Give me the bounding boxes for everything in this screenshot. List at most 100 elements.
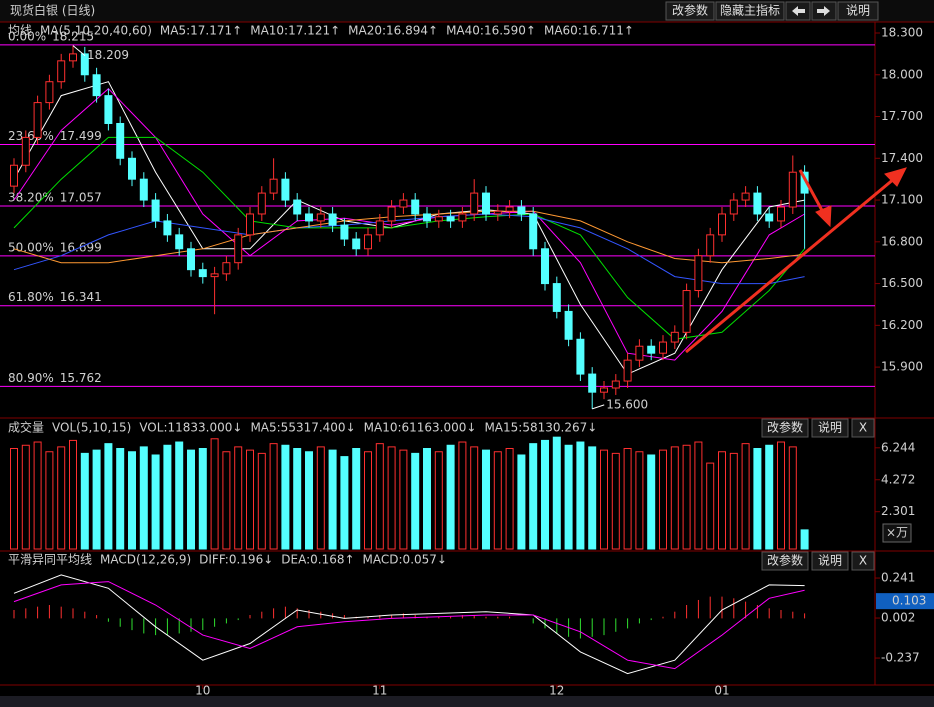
button-label: 说明 [818, 553, 842, 568]
volume-bar [328, 449, 337, 550]
fib-percent: 23.60% [8, 129, 54, 143]
candle-body [340, 224, 349, 240]
button-label: 说明 [818, 420, 842, 435]
panel-button[interactable]: 说明 [811, 418, 849, 438]
candle-body [493, 210, 502, 215]
volume-bar [293, 448, 302, 550]
candle-body [163, 220, 172, 236]
candle-body [234, 234, 243, 264]
legend-text: MA20:16.894↑ [348, 24, 438, 38]
next-button[interactable] [811, 1, 837, 21]
volume-bar [434, 451, 443, 550]
candle-body [529, 213, 538, 250]
candle-body [281, 178, 290, 201]
volume-bar [564, 444, 573, 550]
volume-bar [399, 449, 408, 550]
annotation-label: 15.600 [606, 397, 648, 411]
legend-text: MA5:55317.400↓ [250, 421, 355, 435]
candle-body [588, 373, 597, 393]
volume-bar [92, 449, 101, 550]
volume-bar [765, 444, 774, 550]
candle-body [387, 206, 396, 222]
unit-label: ×万 [886, 526, 908, 540]
panel-button[interactable]: X [851, 551, 875, 571]
legend-text: VOL:11833.000↓ [139, 421, 242, 435]
x-tick-label: 12 [549, 684, 564, 698]
macd-line [13, 581, 805, 670]
candle-body [116, 122, 125, 159]
candle-body [694, 255, 703, 292]
fib-value: 17.499 [60, 129, 102, 143]
candle-body [718, 213, 726, 236]
volume-bar [611, 452, 620, 550]
volume-bar [788, 446, 797, 550]
legend-text: 成交量 [8, 420, 44, 435]
candle-body [741, 192, 750, 201]
candle-body [305, 213, 313, 222]
volume-bar [635, 451, 644, 550]
panel-button[interactable]: 改参数 [761, 418, 809, 438]
fib-percent: 50.00% [8, 240, 54, 254]
help-button[interactable]: 说明 [837, 1, 879, 21]
volume-bar [623, 448, 632, 550]
candle-body [470, 192, 479, 215]
button-label: 说明 [846, 3, 870, 18]
volume-bar [541, 439, 549, 550]
prev-button[interactable] [785, 1, 811, 21]
candle-body [104, 95, 113, 124]
candle-body [269, 178, 278, 194]
annotation-leader [72, 45, 86, 57]
button-label: 隐藏主指标 [720, 3, 780, 18]
volume-bar [80, 452, 89, 550]
y-tick-label: 0.241 [881, 571, 915, 585]
candle-body [505, 206, 514, 212]
candle-body [482, 192, 490, 215]
volume-bar [139, 446, 148, 550]
candle-body [788, 171, 797, 208]
volume-bar [729, 452, 738, 550]
volume-bar [45, 451, 54, 550]
fib-percent: 38.20% [8, 191, 54, 205]
panel-button[interactable]: 说明 [811, 551, 849, 571]
annotation-leader [592, 404, 605, 410]
y-tick-label: 16.200 [881, 318, 923, 332]
x-tick-label: 01 [714, 684, 729, 698]
volume-bar [316, 446, 325, 550]
y-tick-label: 17.400 [881, 151, 923, 165]
volume-bar [706, 462, 715, 550]
x-tick-label: 11 [372, 684, 387, 698]
param-button[interactable]: 改参数 [665, 1, 715, 21]
legend-text: MA15:58130.267↓ [484, 421, 597, 435]
legend-text: 平滑异同平均线 [8, 553, 92, 567]
hide-indicator-button[interactable]: 隐藏主指标 [715, 1, 785, 21]
annotation-label: 18.209 [87, 48, 129, 62]
candle-body [210, 273, 219, 278]
unit-box [882, 523, 912, 543]
volume-bar [694, 441, 703, 550]
candle-body [198, 269, 207, 278]
volume-bar [682, 444, 691, 550]
status-strip [0, 696, 934, 707]
y-tick-label: 18.000 [881, 67, 923, 81]
fib-value: 15.762 [60, 371, 102, 385]
candle-body [611, 380, 620, 389]
fib-value: 17.057 [60, 191, 102, 205]
chart-layer: 18.300 18.000 17.700 17.400 17.100 16.800 16.5… [0, 24, 934, 698]
candle-body [777, 206, 785, 222]
volume-bar [600, 449, 608, 550]
volume-bar [281, 444, 290, 550]
y-tick-label: 0.002 [881, 611, 915, 625]
volume-bar [187, 449, 195, 550]
panel-button[interactable]: 改参数 [761, 551, 809, 571]
panel-button[interactable]: X [851, 418, 875, 438]
candle-body [364, 234, 372, 250]
candle-body [552, 283, 561, 312]
candle-body [635, 345, 644, 361]
y-tick-label: 2.301 [881, 504, 915, 518]
volume-bar [411, 452, 420, 550]
volume-bar [777, 441, 785, 550]
candle-body [21, 136, 30, 166]
legend-text: MA10:17.121↑ [250, 24, 340, 38]
button-box [761, 551, 809, 571]
candle-body [57, 60, 66, 83]
